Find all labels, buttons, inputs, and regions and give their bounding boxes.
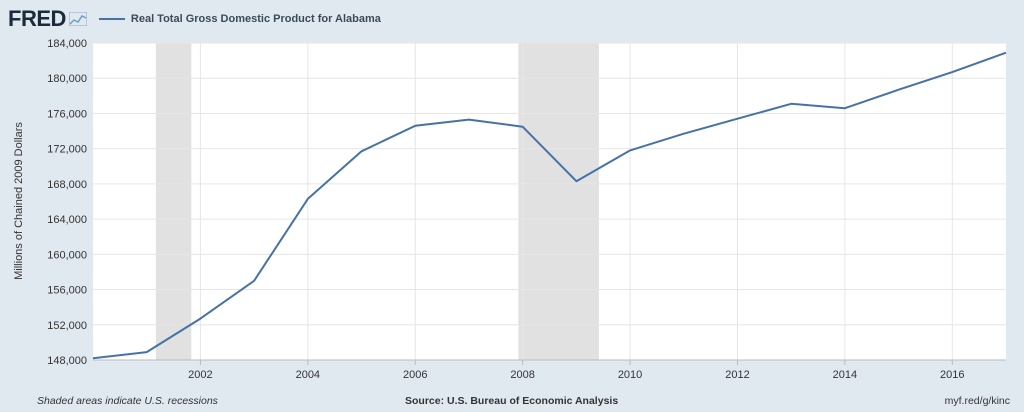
fred-logo-graph-icon <box>68 12 87 26</box>
chart-legend: Real Total Gross Domestic Product for Al… <box>98 13 381 25</box>
short-url-link[interactable]: myf.red/g/kinc <box>944 395 1010 407</box>
data-point[interactable] <box>305 196 310 201</box>
data-point[interactable] <box>466 117 471 122</box>
data-point[interactable] <box>574 179 579 184</box>
y-axis-label: Millions of Chained 2009 Dollars <box>13 122 25 280</box>
data-point[interactable] <box>359 149 364 154</box>
x-tick-label: 2002 <box>188 369 212 381</box>
data-point[interactable] <box>91 356 96 361</box>
data-point[interactable] <box>842 106 847 111</box>
y-tick-label: 184,000 <box>47 38 87 50</box>
y-tick-label: 180,000 <box>47 73 87 85</box>
y-tick-label: 148,000 <box>47 355 87 367</box>
data-point[interactable] <box>896 87 901 92</box>
series-layer <box>91 50 1009 361</box>
y-axis: 148,000 152,000 156,000 160,000 164,000 168,0… <box>47 38 87 367</box>
y-tick-label: 152,000 <box>47 320 87 332</box>
y-tick-label: 172,000 <box>47 144 87 156</box>
recession-note: Shaded areas indicate U.S. recessions <box>37 395 218 407</box>
data-point[interactable] <box>198 316 203 321</box>
y-tick-label: 168,000 <box>47 179 87 191</box>
x-tick-label: 2008 <box>510 369 534 381</box>
data-point[interactable] <box>413 123 418 128</box>
x-tick-label: 2014 <box>833 369 857 381</box>
data-point[interactable] <box>735 116 740 121</box>
data-point[interactable] <box>1004 50 1009 55</box>
y-tick-label: 176,000 <box>47 108 87 120</box>
fred-logo[interactable]: FRED <box>8 6 87 32</box>
data-point[interactable] <box>520 124 525 129</box>
x-axis: 2002 2004 2006 2008 2010 2012 2014 2016 <box>93 359 1006 381</box>
data-point[interactable] <box>628 148 633 153</box>
x-tick-label: 2006 <box>403 369 427 381</box>
source-note: Source: U.S. Bureau of Economic Analysis <box>405 395 619 407</box>
x-tick-label: 2010 <box>618 369 642 381</box>
data-point[interactable] <box>252 278 257 283</box>
y-tick-label: 164,000 <box>47 214 87 226</box>
recession-bands <box>155 43 599 360</box>
data-point[interactable] <box>789 101 794 106</box>
fred-logo-text: FRED <box>8 6 66 31</box>
data-point[interactable] <box>950 70 955 75</box>
data-point[interactable] <box>144 350 149 355</box>
recession-band-1 <box>155 43 192 360</box>
x-tick-label: 2004 <box>296 369 320 381</box>
legend-series-label[interactable]: Real Total Gross Domestic Product for Al… <box>130 13 381 25</box>
y-tick-label: 160,000 <box>47 249 87 261</box>
y-tick-label: 156,000 <box>47 285 87 297</box>
chart-header: FRED Real Total Gross Domestic Product f… <box>8 4 381 34</box>
legend-series-swatch <box>98 18 125 20</box>
data-point[interactable] <box>681 131 686 136</box>
series-line[interactable] <box>92 51 1007 360</box>
x-tick-label: 2016 <box>940 369 964 381</box>
recession-band-2 <box>518 43 599 360</box>
x-tick-label: 2012 <box>725 369 749 381</box>
